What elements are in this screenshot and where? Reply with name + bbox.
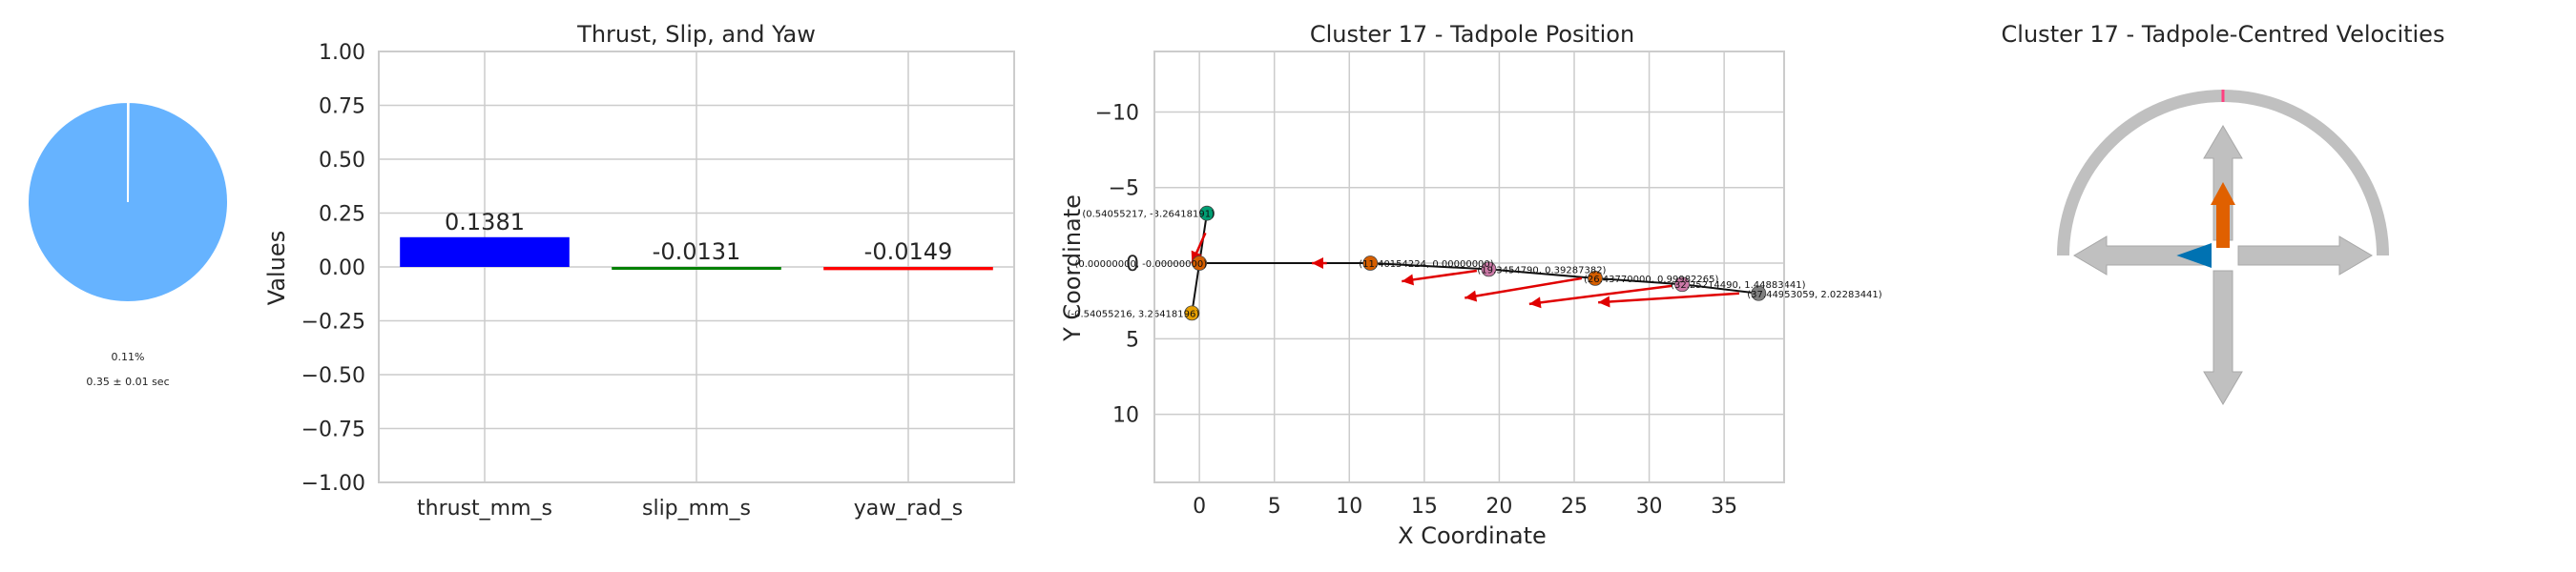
bar-slip_mm_s	[612, 267, 781, 270]
bar-ytick-label: −0.50	[301, 364, 365, 388]
velocity-arrow-head	[1465, 290, 1478, 302]
bar-ytick-label: −1.00	[301, 472, 365, 496]
skeleton-link	[1191, 262, 1201, 314]
position-point	[1184, 305, 1200, 321]
bar-thrust_mm_s	[400, 236, 570, 267]
position-xtick-label: 15	[1411, 495, 1438, 519]
position-chart-xlabel: X Coordinate	[1398, 522, 1547, 549]
position-xtick-label: 20	[1485, 495, 1512, 519]
position-chart-title: Cluster 17 - Tadpole Position	[1310, 21, 1634, 48]
bar-plot-frame	[378, 51, 1015, 483]
thrust-arrow-head	[2211, 181, 2235, 205]
position-point	[1199, 205, 1215, 221]
bar-yaw_rad_s	[823, 267, 993, 271]
velocity-arrow-head	[1402, 274, 1415, 286]
bar-xtick-label: slip_mm_s	[642, 497, 751, 521]
velocity-chart-title: Cluster 17 - Tadpole-Centred Velocities	[2002, 21, 2445, 48]
bar-chart-title: Thrust, Slip, and Yaw	[576, 21, 816, 48]
skeleton-link	[1488, 268, 1596, 279]
position-point-label: (0.00000000, -0.00000000)	[1074, 259, 1207, 270]
position-xtick-label: 10	[1336, 495, 1362, 519]
position-point-label: (-0.54055216, 3.26418196)	[1068, 309, 1200, 319]
bar-ytick-label: 0.25	[319, 203, 365, 227]
bar-chart-panel: Thrust, Slip, and Yaw Values 1.00 0.75 0.5…	[263, 21, 1015, 521]
thrust-arrow-shaft	[2216, 202, 2230, 248]
bar-ytick-label: −0.75	[301, 419, 365, 442]
velocity-arrow	[1598, 292, 1739, 304]
bar-ytick-label: 0.75	[319, 95, 365, 119]
position-point	[1192, 255, 1208, 271]
position-ytick-label: −10	[1095, 101, 1139, 125]
position-ytick-label: 10	[1112, 404, 1139, 428]
bar-value-label: 0.1381	[445, 209, 525, 235]
pie-annotation-duration: 0.35 ± 0.01 sec	[86, 376, 169, 388]
position-xtick-label: 0	[1193, 495, 1206, 519]
velocity-gauge-panel: Cluster 17 - Tadpole-Centred Velocities	[2002, 21, 2445, 405]
position-point-label: (32.25214490, 1.44883441)	[1671, 280, 1806, 291]
slip-arrow	[2176, 243, 2212, 268]
position-point	[1362, 255, 1379, 271]
velocity-arrow-head	[1528, 296, 1542, 309]
position-point	[1481, 261, 1497, 277]
velocity-arrow	[1465, 276, 1583, 299]
position-xtick-label: 30	[1636, 495, 1663, 519]
velocity-arrows	[1191, 232, 1739, 309]
bar-bars	[400, 236, 993, 271]
velocity-arrow	[1402, 269, 1478, 283]
position-point-labels: (0.54055217, -3.26418191) (0.00000000, -0…	[1068, 210, 1882, 320]
position-xtick-label: 5	[1268, 495, 1281, 519]
bar-ytick-label: 0.50	[319, 149, 365, 173]
left-axis-arrow	[2073, 235, 2209, 276]
pie-annotation-percent: 0.11%	[112, 351, 145, 363]
velocity-arrow	[1528, 284, 1672, 306]
right-axis-arrow	[2237, 235, 2373, 276]
position-point	[1588, 270, 1603, 286]
position-point	[1674, 276, 1691, 293]
position-ticks: 0 5 10 15 20 25 30 35 −10 −5 0 5 10	[1095, 101, 1738, 519]
velocity-arrow-head	[1598, 296, 1610, 308]
bar-xtick-label: yaw_rad_s	[854, 497, 963, 521]
skeleton-link	[1594, 276, 1683, 286]
backward-axis-arrow	[2203, 270, 2243, 405]
position-point	[1751, 285, 1767, 301]
bar-ytick-label: 1.00	[319, 41, 365, 65]
velocity-arrow-head	[1312, 257, 1323, 270]
position-points	[1184, 205, 1767, 321]
bar-ticks: 1.00 0.75 0.50 0.25 0.00 −0.25 −0.50 −0.75 −1.00…	[301, 41, 964, 521]
pie-slice	[27, 100, 229, 303]
position-point-label: (0.54055217, -3.26418191)	[1082, 210, 1215, 220]
position-ytick-label: 5	[1126, 328, 1139, 352]
position-point-label: (11.40154224, 0.00000000)	[1359, 259, 1494, 270]
position-ytick-label: 0	[1126, 253, 1139, 276]
position-chart-panel: Cluster 17 - Tadpole Position X Coordina…	[1059, 21, 1882, 549]
position-ytick-label: −5	[1109, 177, 1139, 201]
bar-ytick-label: −0.25	[301, 311, 365, 335]
position-point-label: (37.44953059, 2.02283441)	[1747, 290, 1882, 300]
position-chart-ylabel: Y Coordinate	[1059, 194, 1086, 342]
velocity-gauge	[2057, 90, 2389, 405]
skeleton-link	[1682, 283, 1759, 295]
position-xtick-label: 25	[1561, 495, 1588, 519]
bar-value-label: -0.0149	[864, 238, 953, 265]
pie-panel: 0.11% 0.35 ± 0.01 sec	[27, 100, 229, 388]
position-point-label: (26.43770000, 0.99982265)	[1584, 275, 1719, 285]
skeleton-link	[1370, 262, 1489, 271]
bar-chart-ylabel: Values	[263, 231, 290, 305]
pie-slices	[27, 100, 229, 303]
position-xtick-label: 35	[1711, 495, 1737, 519]
skeleton-links	[1191, 213, 1759, 314]
bar-value-label: -0.0131	[653, 238, 741, 265]
position-point-label: (19.3454790, 0.39287382)	[1477, 265, 1606, 276]
bar-ytick-label: 0.00	[319, 256, 365, 280]
position-plot-frame	[1153, 51, 1785, 483]
bar-xtick-label: thrust_mm_s	[417, 497, 552, 521]
